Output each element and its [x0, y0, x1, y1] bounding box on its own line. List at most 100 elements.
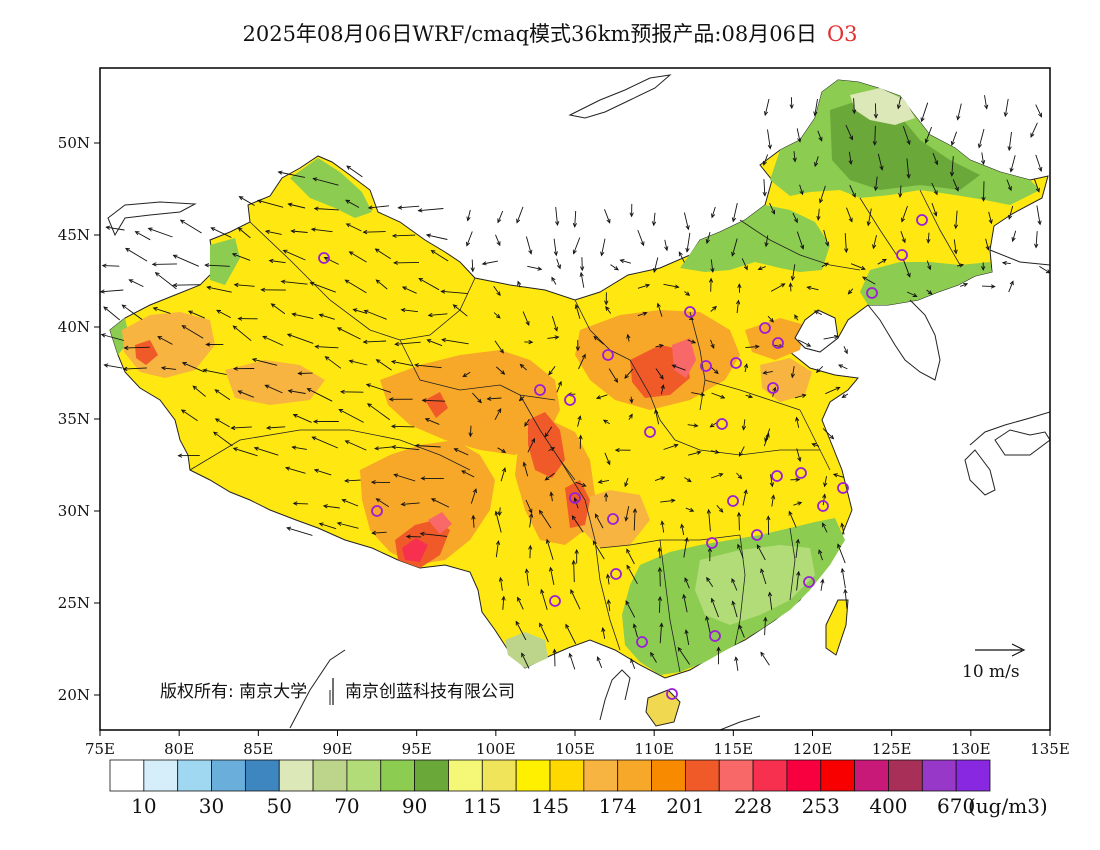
- wind-arrowhead: [606, 599, 611, 605]
- wind-arrow: [838, 364, 848, 370]
- wind-arrowhead: [624, 516, 629, 522]
- wind-arrow: [867, 208, 872, 226]
- wind-arrow: [269, 260, 286, 264]
- legend-label: 670: [937, 794, 975, 818]
- wind-arrow: [822, 428, 834, 440]
- wind-arrowhead: [1037, 220, 1042, 226]
- wind-arrow: [376, 498, 390, 508]
- wind-arrow: [231, 426, 252, 429]
- wind-arrow: [207, 286, 232, 293]
- wind-arrowhead: [873, 113, 879, 119]
- wind-arrowhead: [388, 397, 394, 402]
- wind-arrow: [291, 230, 308, 233]
- wind-arrow: [745, 346, 759, 349]
- wind-arrowhead: [906, 140, 911, 146]
- wind-arrow: [931, 202, 937, 216]
- wind-arrow: [844, 233, 847, 253]
- wind-arrowhead: [614, 266, 619, 271]
- wind-arrow: [763, 433, 770, 447]
- wind-arrow: [180, 219, 202, 234]
- wind-arrow: [817, 208, 820, 220]
- wind-arrowhead: [685, 247, 690, 253]
- tibet-pink-hotspot: [402, 538, 428, 562]
- wind-arrow: [391, 360, 413, 367]
- wind-arrowhead: [568, 652, 573, 658]
- wind-arrow: [770, 283, 785, 292]
- wind-arrowhead: [401, 286, 407, 291]
- wind-arrowhead: [517, 596, 522, 602]
- wind-arrow: [1039, 266, 1050, 274]
- wind-arrow: [570, 589, 581, 610]
- wind-arrowhead: [654, 408, 659, 414]
- wind-arrow: [710, 339, 715, 349]
- wind-arrow: [678, 251, 685, 263]
- wind-arrow: [124, 346, 150, 349]
- wind-arrow: [841, 523, 845, 535]
- wind-arrowhead: [705, 615, 710, 621]
- wind-arrowhead: [286, 333, 292, 338]
- wind-arrowhead: [708, 277, 714, 283]
- station-marker: [866, 287, 878, 299]
- wind-arrow: [951, 156, 954, 176]
- wind-arrowhead: [769, 482, 775, 488]
- wind-arrowhead: [260, 287, 266, 293]
- liaoning-green: [860, 262, 992, 305]
- wind-arrow: [824, 476, 827, 487]
- wind-arrow: [758, 266, 766, 270]
- wind-arrowhead: [370, 480, 376, 485]
- wind-arrowhead: [468, 432, 473, 438]
- lon-tick-label: 115E: [714, 740, 754, 758]
- taklimakan-orange: [225, 360, 325, 405]
- wind-arrowhead: [642, 311, 648, 316]
- wind-arrow: [633, 624, 638, 638]
- wind-arrow: [287, 333, 314, 344]
- station-marker: [709, 630, 721, 642]
- wind-arrow: [522, 311, 530, 326]
- wind-arrow: [874, 125, 876, 145]
- wind-arrow: [540, 589, 548, 610]
- wind-arrow: [711, 206, 716, 218]
- wind-arrow: [710, 306, 717, 312]
- wind-arrowhead: [792, 157, 797, 163]
- wind-arrowhead: [501, 467, 507, 473]
- wind-arrowhead: [813, 111, 818, 117]
- wind-arrowhead: [501, 595, 506, 601]
- wind-arrowhead: [481, 261, 487, 266]
- wind-arrow: [544, 426, 553, 437]
- wind-arrowhead: [959, 263, 965, 268]
- wind-arrowhead: [544, 476, 550, 481]
- wind-arrow: [899, 185, 902, 197]
- wind-arrow: [955, 210, 958, 229]
- wind-arrow: [837, 544, 846, 564]
- wind-arrowhead: [829, 434, 835, 440]
- wind-arrow: [763, 154, 769, 166]
- lon-tick-label: 110E: [634, 740, 674, 758]
- wind-arrowhead: [461, 470, 466, 475]
- wind-arrow: [366, 383, 392, 393]
- station-marker: [771, 470, 783, 482]
- wind-arrow: [539, 623, 549, 643]
- copyright-text: 版权所有: 南京大学: [160, 682, 307, 702]
- wind-arrowhead: [645, 283, 651, 288]
- wind-arrow: [345, 199, 360, 208]
- wind-arrow: [312, 436, 339, 449]
- wind-arrow: [523, 462, 529, 477]
- wind-arrowhead: [1038, 112, 1042, 118]
- wind-arrow: [710, 259, 714, 272]
- wind-arrowhead: [210, 227, 216, 232]
- lat-tick-label: 40N: [58, 318, 90, 336]
- lat-tick-label: 35N: [58, 410, 90, 428]
- wind-arrowhead: [950, 140, 955, 146]
- wind-arrowhead: [306, 388, 312, 393]
- wind-arrow: [123, 367, 147, 370]
- wind-arrowhead: [933, 211, 938, 217]
- wind-arrowhead: [763, 616, 768, 622]
- wind-arrowhead: [494, 510, 499, 516]
- wind-arrow: [453, 304, 468, 317]
- northeast-lightest-zone: [850, 88, 915, 125]
- wind-arrowhead: [367, 205, 373, 210]
- wind-arrowhead: [738, 624, 743, 630]
- wind-arrowhead: [767, 591, 773, 597]
- wind-arrowhead: [980, 266, 986, 271]
- wind-arrowhead: [286, 526, 292, 531]
